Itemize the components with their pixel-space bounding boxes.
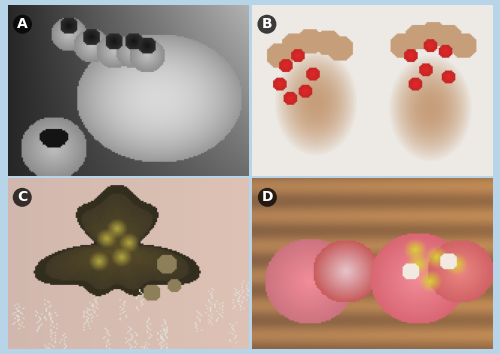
- Text: C: C: [17, 190, 28, 204]
- Text: B: B: [262, 17, 272, 31]
- Text: A: A: [17, 17, 28, 31]
- Text: D: D: [262, 190, 273, 204]
